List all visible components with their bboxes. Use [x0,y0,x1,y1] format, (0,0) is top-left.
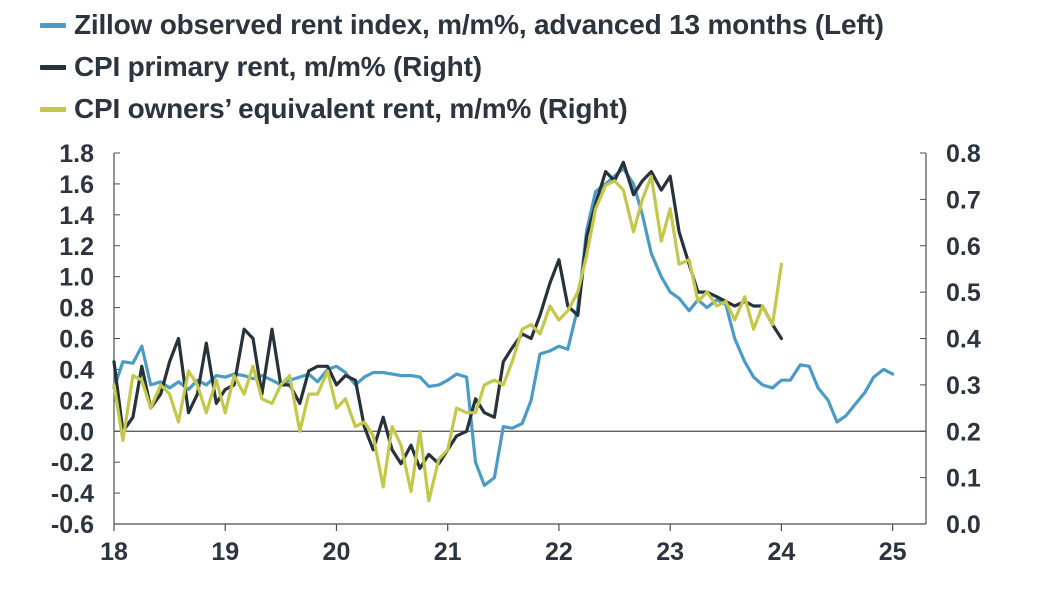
y-right-tick-label: 0.6 [946,233,981,261]
legend-swatch-zillow [40,22,66,28]
series-line-1 [112,160,784,470]
x-tick-label: 20 [323,538,351,566]
y-left-tick-label: 0.6 [59,326,94,354]
legend-label-zillow: Zillow observed rent index, m/m%, advanc… [74,9,884,40]
legend-label-cpi-oer: CPI owners’ equivalent rent, m/m% (Right… [74,93,628,124]
y-right-tick-label: 0.0 [946,511,981,539]
x-tick-label: 18 [100,538,128,566]
x-tick-label: 24 [767,538,795,566]
y-right-tick-label: 0.1 [946,465,981,493]
y-left-tick-label: 0.2 [59,387,94,415]
y-left-tick-label: 1.6 [59,171,94,199]
y-right-tick-label: 0.7 [946,186,981,214]
series-line-0 [112,166,895,487]
y-right-tick-label: 0.5 [946,279,981,307]
legend-item-zillow: Zillow observed rent index, m/m%, advanc… [40,4,884,46]
legend-item-cpi-oer: CPI owners’ equivalent rent, m/m% (Right… [40,88,884,130]
y-left-tick-label: 1.8 [59,140,94,168]
y-left-tick-label: -0.6 [51,511,94,539]
y-left-tick-label: 1.2 [59,233,94,261]
y-right-tick-label: 0.8 [946,140,981,168]
y-right-tick-label: 0.4 [946,326,981,354]
series-line-2 [112,174,784,503]
y-left-tick-label: -0.4 [51,480,94,508]
y-left-tick-label: 0.4 [59,356,94,384]
y-right-tick-label: 0.3 [946,372,981,400]
y-left-tick-label: 0.8 [59,295,94,323]
y-left-tick-label: 1.4 [59,202,94,230]
legend-swatch-cpi-rent [40,64,66,70]
y-left-tick-label: 0.0 [59,418,94,446]
chart-legend: Zillow observed rent index, m/m%, advanc… [40,4,884,130]
legend-label-cpi-rent: CPI primary rent, m/m% (Right) [74,51,482,82]
x-tick-label: 22 [545,538,573,566]
y-left-tick-label: 1.0 [59,264,94,292]
x-tick-label: 21 [434,538,462,566]
legend-item-cpi-rent: CPI primary rent, m/m% (Right) [40,46,884,88]
x-tick-label: 19 [211,538,239,566]
legend-swatch-cpi-oer [40,106,66,112]
y-left-tick-label: -0.2 [51,449,94,477]
y-right-tick-label: 0.2 [946,418,981,446]
x-tick-label: 25 [879,538,907,566]
x-tick-label: 23 [656,538,684,566]
